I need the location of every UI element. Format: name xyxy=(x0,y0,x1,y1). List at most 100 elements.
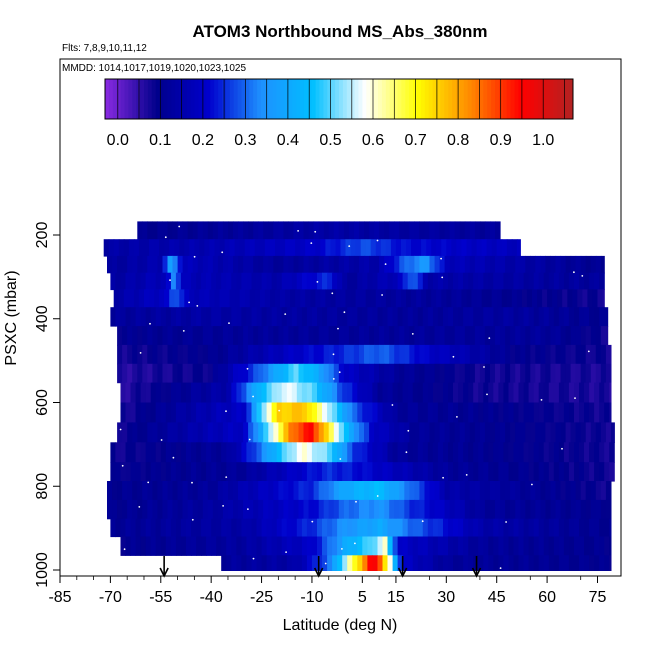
heatmap-cell xyxy=(248,422,254,443)
heatmap-cell xyxy=(498,402,504,423)
heatmap-cell xyxy=(138,289,145,308)
heatmap-cell xyxy=(511,239,518,257)
heatmap-cell xyxy=(152,481,158,501)
heatmap-cell xyxy=(348,255,355,274)
colorbar-swatch xyxy=(475,79,480,119)
heatmap-cell xyxy=(222,221,229,240)
heatmap-cell xyxy=(474,422,481,443)
heatmap-cell xyxy=(192,326,199,346)
heatmap-cell xyxy=(359,255,365,274)
heatmap-cell xyxy=(444,255,451,274)
heatmap-cell xyxy=(540,499,546,520)
heatmap-cell xyxy=(409,221,415,240)
heatmap-cell xyxy=(479,422,486,443)
heatmap-cell xyxy=(360,239,367,257)
heatmap-cell xyxy=(432,462,439,482)
heatmap-cell xyxy=(515,499,521,520)
heatmap-cell xyxy=(123,239,130,257)
heatmap-cell xyxy=(404,255,410,274)
heatmap-cell xyxy=(409,422,415,443)
heatmap-cell xyxy=(283,326,289,346)
heatmap-cell xyxy=(488,442,494,463)
heatmap-cell xyxy=(528,518,535,538)
heatmap-cell xyxy=(444,422,451,443)
heatmap-cell xyxy=(170,536,177,556)
heatmap-cell xyxy=(236,462,242,482)
heatmap-cell xyxy=(473,272,479,291)
heatmap-cell xyxy=(343,363,350,384)
heatmap-cell xyxy=(379,422,385,443)
heatmap-cell xyxy=(145,462,152,482)
heatmap-cell xyxy=(206,536,212,556)
heatmap-cell xyxy=(594,462,600,482)
heatmap-cell xyxy=(199,239,205,257)
heatmap-cell xyxy=(538,518,545,538)
heatmap-cell xyxy=(202,255,209,274)
heatmap-cell xyxy=(574,382,580,404)
heatmap-cell xyxy=(137,255,143,274)
heatmap-cell xyxy=(414,326,420,346)
heatmap-cell xyxy=(362,272,368,291)
heatmap-cell xyxy=(535,344,541,365)
heatmap-cell xyxy=(424,363,431,384)
heatmap-cell xyxy=(543,462,550,482)
heatmap-cell xyxy=(483,555,489,571)
heatmap-cell xyxy=(132,255,138,274)
colorbar-swatch xyxy=(557,79,562,119)
heatmap-cell xyxy=(352,462,358,482)
heatmap-cell xyxy=(444,221,451,240)
heatmap-cell xyxy=(533,442,540,463)
sample-dot xyxy=(331,292,334,295)
heatmap-cell xyxy=(520,499,526,520)
heatmap-cell xyxy=(286,382,293,404)
heatmap-cell xyxy=(437,272,444,291)
heatmap-cell xyxy=(496,239,503,257)
heatmap-cell xyxy=(427,272,434,291)
heatmap-cell xyxy=(320,239,326,257)
heatmap-cell xyxy=(306,442,313,463)
heatmap-cell xyxy=(434,221,441,240)
heatmap-cell xyxy=(142,363,148,384)
heatmap-cell xyxy=(285,239,291,257)
heatmap-cell xyxy=(251,518,258,538)
heatmap-cell xyxy=(276,518,283,538)
heatmap-cell xyxy=(211,442,217,463)
heatmap-cell xyxy=(399,363,405,384)
heatmap-cell xyxy=(484,326,491,346)
heatmap-cell xyxy=(140,382,147,404)
heatmap-cell xyxy=(311,555,318,571)
heatmap-cell xyxy=(589,536,595,556)
heatmap-cell xyxy=(234,239,241,257)
heatmap-cell xyxy=(286,462,293,482)
heatmap-cell xyxy=(364,344,370,365)
heatmap-cell xyxy=(167,363,174,384)
heatmap-cell xyxy=(140,307,147,327)
heatmap-cell xyxy=(429,326,436,346)
heatmap-cell xyxy=(597,289,604,308)
heatmap-cell xyxy=(266,536,273,556)
heatmap-cell xyxy=(323,221,330,240)
colorbar-swatch xyxy=(526,79,531,119)
heatmap-cell xyxy=(112,499,118,520)
heatmap-cell xyxy=(187,422,194,443)
heatmap-cell xyxy=(281,518,288,538)
heatmap-cell xyxy=(474,221,481,240)
heatmap-cell xyxy=(404,422,410,443)
heatmap-cell xyxy=(584,307,590,327)
heatmap-cell xyxy=(343,255,350,274)
heatmap-cell xyxy=(483,382,489,404)
heatmap-cell xyxy=(540,255,546,274)
heatmap-cell xyxy=(352,402,358,423)
heatmap-cell xyxy=(207,344,214,365)
heatmap-cell xyxy=(357,382,363,404)
y-tick-label: 400 xyxy=(34,305,51,332)
heatmap-cell xyxy=(342,442,348,463)
heatmap-row xyxy=(221,555,612,571)
heatmap-cell xyxy=(513,518,520,538)
sample-dot xyxy=(391,404,394,406)
heatmap-cell xyxy=(458,382,464,404)
heatmap-cell xyxy=(286,536,293,556)
heatmap-cell xyxy=(362,442,368,463)
heatmap-cell xyxy=(226,536,232,556)
heatmap-cell xyxy=(117,344,123,365)
